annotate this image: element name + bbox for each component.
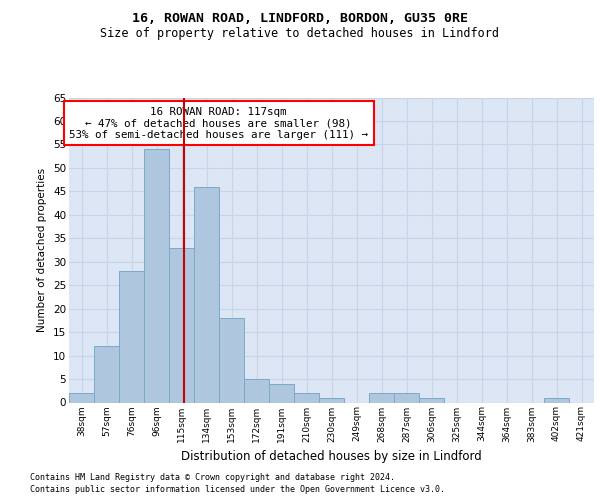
Bar [369,393,394,402]
Bar [269,384,294,402]
Text: 16, ROWAN ROAD, LINDFORD, BORDON, GU35 0RE: 16, ROWAN ROAD, LINDFORD, BORDON, GU35 0… [132,12,468,26]
Bar [319,398,344,402]
Bar [194,186,219,402]
Text: 16 ROWAN ROAD: 117sqm
← 47% of detached houses are smaller (98)
53% of semi-deta: 16 ROWAN ROAD: 117sqm ← 47% of detached … [69,106,368,140]
Y-axis label: Number of detached properties: Number of detached properties [37,168,47,332]
Text: Contains HM Land Registry data © Crown copyright and database right 2024.: Contains HM Land Registry data © Crown c… [30,472,395,482]
Bar [69,393,94,402]
Bar [169,248,194,402]
Bar [219,318,244,402]
Bar [119,271,144,402]
Bar [394,393,419,402]
Text: Size of property relative to detached houses in Lindford: Size of property relative to detached ho… [101,28,499,40]
Bar [244,379,269,402]
Bar [419,398,444,402]
Bar [544,398,569,402]
Bar [294,393,319,402]
X-axis label: Distribution of detached houses by size in Lindford: Distribution of detached houses by size … [181,450,482,463]
Bar [144,149,169,403]
Bar [94,346,119,403]
Text: Contains public sector information licensed under the Open Government Licence v3: Contains public sector information licen… [30,485,445,494]
